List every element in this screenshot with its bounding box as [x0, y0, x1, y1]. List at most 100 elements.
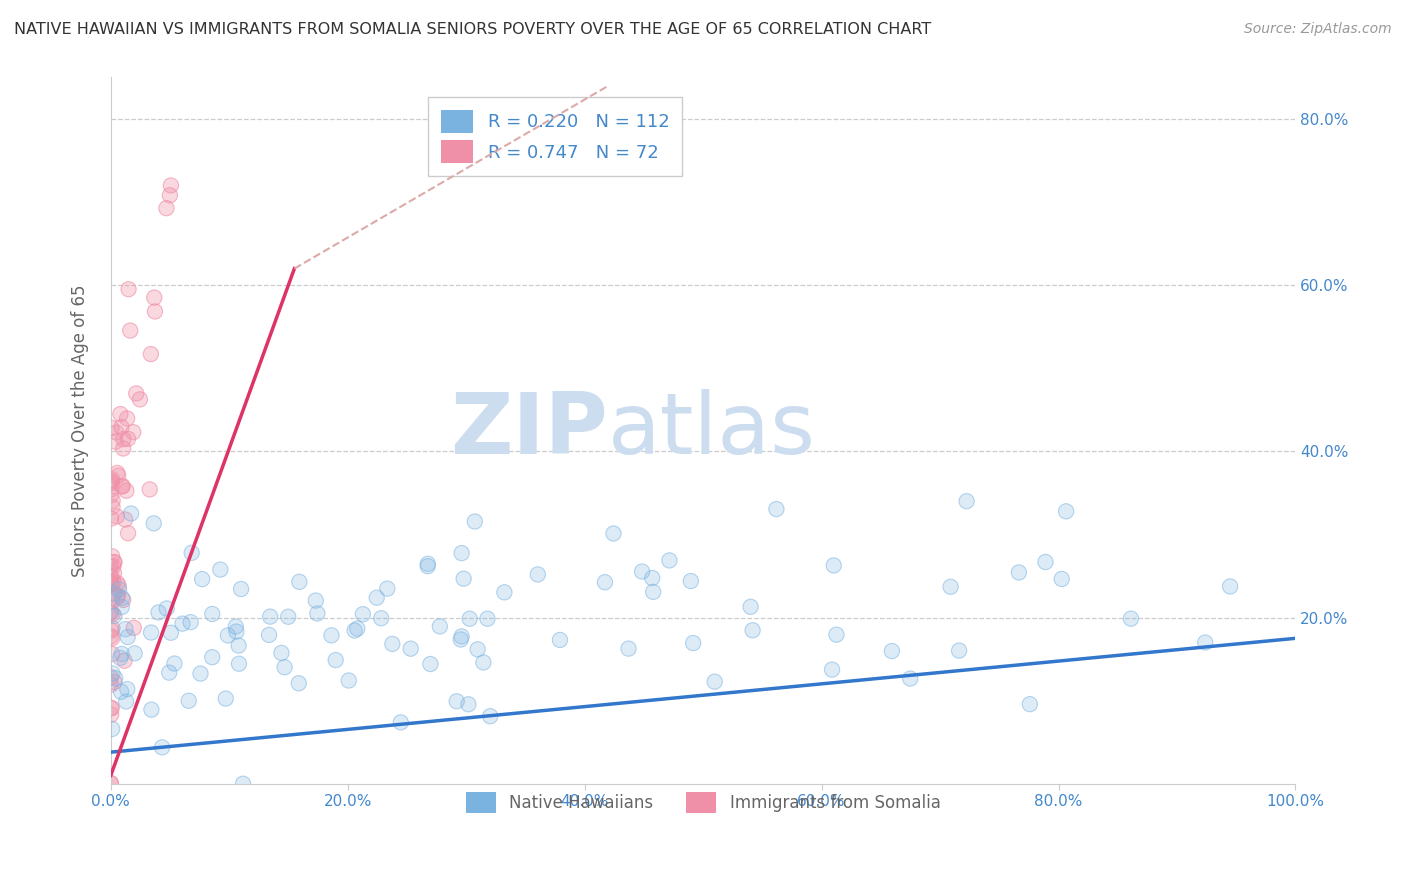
- Point: [103, 609, 125, 624]
- Point: [366, 591, 388, 605]
- Point: [352, 607, 374, 622]
- Point: [155, 201, 177, 215]
- Point: [100, 605, 122, 619]
- Point: [1008, 566, 1031, 580]
- Point: [159, 188, 181, 202]
- Point: [160, 178, 183, 193]
- Point: [277, 609, 299, 624]
- Point: [112, 593, 135, 607]
- Point: [180, 546, 202, 560]
- Point: [103, 555, 125, 569]
- Point: [288, 574, 311, 589]
- Point: [337, 673, 360, 688]
- Point: [453, 572, 475, 586]
- Point: [105, 425, 128, 440]
- Point: [741, 624, 763, 638]
- Point: [124, 646, 146, 660]
- Point: [101, 475, 124, 490]
- Point: [955, 494, 977, 508]
- Point: [100, 606, 122, 620]
- Point: [765, 502, 787, 516]
- Point: [101, 472, 124, 486]
- Point: [124, 646, 146, 660]
- Point: [321, 628, 343, 642]
- Point: [111, 647, 134, 661]
- Point: [201, 650, 224, 665]
- Point: [104, 671, 127, 685]
- Point: [257, 628, 280, 642]
- Point: [381, 637, 404, 651]
- Point: [112, 442, 135, 456]
- Point: [148, 606, 170, 620]
- Point: [259, 609, 281, 624]
- Point: [209, 563, 232, 577]
- Point: [105, 509, 128, 524]
- Point: [111, 647, 134, 661]
- Point: [217, 628, 239, 642]
- Point: [617, 641, 640, 656]
- Point: [446, 694, 468, 708]
- Point: [228, 657, 250, 671]
- Point: [381, 637, 404, 651]
- Point: [180, 615, 202, 629]
- Point: [225, 619, 247, 633]
- Point: [120, 324, 142, 338]
- Text: Source: ZipAtlas.com: Source: ZipAtlas.com: [1244, 22, 1392, 37]
- Point: [825, 627, 848, 641]
- Point: [100, 559, 122, 574]
- Point: [631, 565, 654, 579]
- Point: [823, 558, 845, 573]
- Point: [337, 673, 360, 688]
- Point: [307, 607, 329, 621]
- Point: [232, 777, 254, 791]
- Point: [641, 571, 664, 585]
- Point: [110, 407, 132, 421]
- Point: [658, 553, 681, 567]
- Point: [880, 644, 903, 658]
- Point: [679, 574, 702, 588]
- Point: [122, 621, 145, 635]
- Point: [287, 676, 309, 690]
- Point: [100, 488, 122, 502]
- Point: [100, 707, 122, 722]
- Point: [215, 691, 238, 706]
- Point: [270, 646, 292, 660]
- Point: [103, 575, 125, 590]
- Point: [682, 636, 704, 650]
- Point: [180, 546, 202, 560]
- Point: [325, 653, 347, 667]
- Point: [259, 609, 281, 624]
- Point: [100, 577, 122, 591]
- Point: [458, 612, 481, 626]
- Point: [631, 565, 654, 579]
- Point: [114, 622, 136, 636]
- Point: [101, 549, 124, 564]
- Point: [139, 347, 162, 361]
- Point: [100, 624, 122, 638]
- Point: [1194, 635, 1216, 649]
- Point: [101, 475, 124, 490]
- Point: [139, 625, 162, 640]
- Point: [100, 475, 122, 489]
- Point: [138, 483, 160, 497]
- Point: [419, 657, 441, 671]
- Point: [1054, 504, 1077, 518]
- Point: [101, 500, 124, 514]
- Point: [101, 647, 124, 661]
- Point: [105, 576, 128, 591]
- Point: [103, 675, 125, 690]
- Point: [100, 511, 122, 525]
- Point: [229, 582, 252, 596]
- Point: [273, 660, 295, 674]
- Point: [112, 442, 135, 456]
- Point: [100, 707, 122, 722]
- Point: [450, 632, 472, 647]
- Point: [101, 594, 124, 608]
- Point: [107, 588, 129, 602]
- Point: [115, 411, 138, 425]
- Point: [100, 577, 122, 591]
- Point: [163, 657, 186, 671]
- Point: [100, 670, 122, 684]
- Point: [939, 580, 962, 594]
- Point: [477, 612, 499, 626]
